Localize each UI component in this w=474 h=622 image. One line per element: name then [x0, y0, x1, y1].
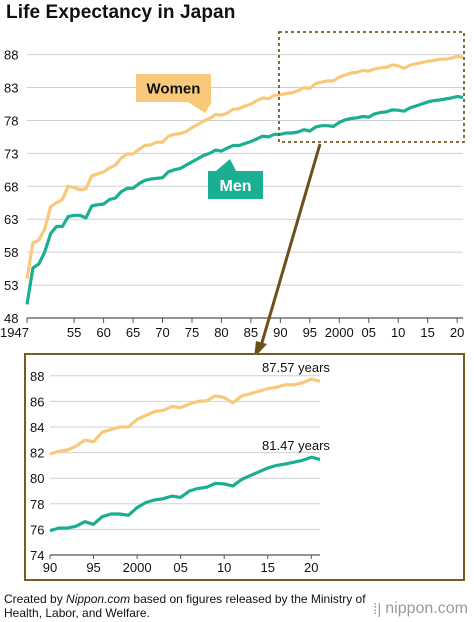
y-tick-label: 68 [4, 179, 18, 194]
inset-y-tick-label: 78 [30, 497, 44, 512]
credit-prefix: Created by [4, 592, 63, 606]
series-line-men [25, 94, 464, 305]
x-tick-label: 55 [67, 325, 81, 340]
x-tick-label: 75 [185, 325, 199, 340]
inset-y-tick-label: 80 [30, 471, 44, 486]
series-line-women [25, 54, 464, 280]
inset-y-tick-label: 76 [30, 522, 44, 537]
page-title: Life Expectancy in Japan [6, 2, 236, 23]
inset-x-tick-label: 95 [86, 560, 100, 575]
y-tick-label: 78 [4, 113, 18, 128]
x-tick-label: 1947 [0, 325, 29, 340]
inset-x-tick-label: 10 [217, 560, 231, 575]
women-final-value-label: 87.57 years [262, 360, 330, 375]
y-tick-label: 63 [4, 212, 18, 227]
inset-frame [24, 353, 465, 581]
credit-suffix: based on figures released by the Ministr… [4, 592, 366, 620]
men-label-box [208, 171, 263, 199]
inset-x-tick-label: 20 [304, 560, 318, 575]
x-tick-label: 80 [214, 325, 228, 340]
women-label-pointer [188, 102, 212, 113]
inset-series-line-women [49, 377, 321, 456]
y-tick-label: 48 [4, 311, 18, 326]
x-tick-label: 15 [420, 325, 434, 340]
x-tick-label: 20 [450, 325, 464, 340]
inset-y-tick-label: 74 [30, 548, 44, 563]
x-tick-label: 05 [361, 325, 375, 340]
y-tick-label: 58 [4, 245, 18, 260]
x-tick-label: 10 [391, 325, 405, 340]
x-tick-label: 2000 [325, 325, 354, 340]
zoom-arrow-line [259, 143, 322, 347]
brand-logo: ⁞| nippon.com [373, 600, 468, 618]
credit-note: Created by Nippon.com based on figures r… [4, 592, 374, 620]
women-label: Women [147, 81, 201, 98]
inset-x-tick-label: 2000 [123, 560, 152, 575]
y-tick-label: 53 [4, 278, 18, 293]
y-tick-label: 88 [4, 48, 18, 63]
men-final-value-label: 81.47 years [262, 438, 330, 453]
x-tick-label: 90 [273, 325, 287, 340]
life-expectancy-chart: 48 53 58 63 68 73 78 83 88 1947 55 60 65 70 75 80 85 90 95… [0, 31, 465, 581]
inset-x-tick-label: 05 [173, 560, 187, 575]
x-tick-label: 95 [303, 325, 317, 340]
zoom-highlight-box [278, 31, 465, 143]
inset-x-tick-label: 15 [261, 560, 275, 575]
inset-y-tick-label: 88 [30, 369, 44, 384]
inset-series-line-men [49, 455, 321, 533]
brand-text: nippon.com [385, 600, 468, 617]
credit-source: Nippon.com [66, 592, 131, 606]
inset-x-tick-label: 90 [43, 560, 57, 575]
men-label: Men [220, 178, 252, 195]
y-tick-label: 73 [4, 146, 18, 161]
men-label-pointer [216, 159, 236, 171]
y-tick-label: 83 [4, 81, 18, 96]
inset-y-tick-label: 82 [30, 446, 44, 461]
x-tick-label: 60 [96, 325, 110, 340]
inset-y-tick-label: 84 [30, 420, 44, 435]
nippon-logo-icon: ⁞| [373, 600, 382, 618]
women-label-box [136, 74, 211, 102]
x-tick-label: 70 [155, 325, 169, 340]
inset-y-tick-label: 86 [30, 394, 44, 409]
x-tick-label: 65 [126, 325, 140, 340]
x-tick-label: 85 [244, 325, 258, 340]
